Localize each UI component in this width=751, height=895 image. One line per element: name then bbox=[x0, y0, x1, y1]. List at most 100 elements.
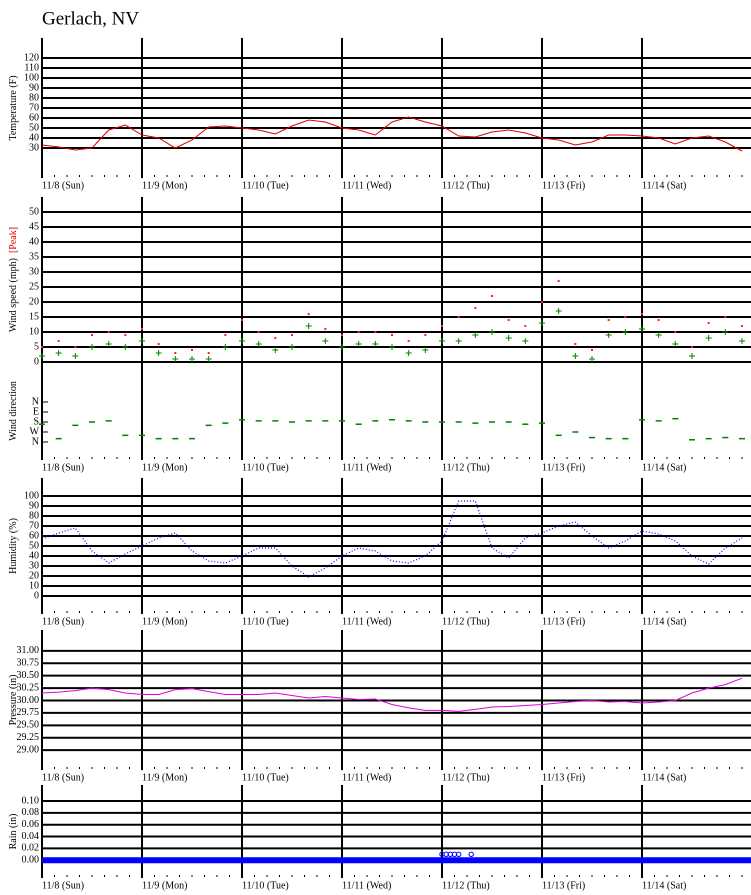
y-tick-label: 25 bbox=[29, 281, 39, 292]
direction-point bbox=[155, 437, 162, 440]
x-tick-label: 11/12 (Thu) bbox=[442, 616, 490, 627]
x-tick-label: 11/8 (Sun) bbox=[42, 180, 84, 191]
x-tick-label: 11/11 (Wed) bbox=[342, 462, 391, 473]
rain-point bbox=[468, 851, 474, 858]
peak-point bbox=[174, 352, 177, 354]
peak-point bbox=[724, 316, 727, 318]
x-tick-label: 11/8 (Sun) bbox=[42, 772, 84, 783]
direction-point bbox=[639, 419, 645, 421]
y-axis-label-text: Wind speed (mph) bbox=[8, 258, 19, 332]
y-tick-label: 15 bbox=[29, 311, 39, 322]
y-tick-label: 10 bbox=[29, 580, 39, 591]
wind-point bbox=[722, 329, 729, 335]
y-tick-label: 30.50 bbox=[17, 670, 40, 681]
direction-point bbox=[689, 439, 695, 441]
peak-point bbox=[674, 331, 677, 333]
y-tick-label: 0.04 bbox=[22, 831, 40, 842]
x-tick-label: 11/9 (Mon) bbox=[142, 772, 187, 783]
x-tick-label: 11/10 (Tue) bbox=[242, 180, 289, 191]
x-tick-label: 11/13 (Fri) bbox=[542, 772, 585, 783]
x-tick-label: 11/11 (Wed) bbox=[342, 880, 391, 891]
y-tick-label: 10 bbox=[29, 326, 39, 337]
peak-point bbox=[41, 346, 43, 348]
direction-point bbox=[289, 421, 295, 423]
series-line bbox=[41, 116, 743, 152]
x-tick-label: 11/9 (Mon) bbox=[142, 462, 187, 473]
direction-point bbox=[572, 431, 579, 433]
y-tick-label: 100 bbox=[24, 490, 39, 501]
wind-point bbox=[172, 356, 179, 362]
x-tick-label: 11/10 (Tue) bbox=[242, 616, 289, 627]
x-tick-label: 11/12 (Thu) bbox=[442, 772, 490, 783]
peak-point bbox=[124, 334, 127, 336]
peak-point bbox=[357, 331, 360, 333]
x-tick-label: 11/11 (Wed) bbox=[342, 180, 391, 191]
y-tick-label: 20 bbox=[29, 570, 39, 581]
peak-point bbox=[591, 349, 593, 351]
direction-point bbox=[739, 437, 745, 440]
peak-point bbox=[507, 319, 510, 321]
page-title: Gerlach, NV bbox=[42, 8, 139, 29]
x-tick-label: 11/10 (Tue) bbox=[242, 880, 289, 891]
y-axis-label-text: Rain (in) bbox=[8, 814, 19, 850]
wind-point bbox=[105, 341, 112, 347]
y-tick-label: 20 bbox=[29, 296, 39, 307]
direction-point bbox=[239, 419, 245, 421]
wind-point bbox=[39, 353, 45, 359]
x-tick-label: 11/8 (Sun) bbox=[42, 462, 84, 473]
y-tick-label: 0.02 bbox=[22, 843, 40, 854]
peak-point bbox=[191, 349, 193, 351]
wind-point bbox=[89, 344, 95, 350]
wind-point bbox=[555, 308, 562, 314]
y-tick-label: S bbox=[33, 416, 39, 427]
peak-point bbox=[324, 328, 327, 330]
direction-point bbox=[372, 420, 379, 422]
direction-point bbox=[722, 436, 729, 439]
peak-point bbox=[341, 334, 343, 336]
peak-point bbox=[224, 334, 227, 336]
y-tick-label: 80 bbox=[29, 510, 39, 521]
rain-point bbox=[455, 851, 462, 858]
wind-point bbox=[255, 341, 262, 347]
direction-point bbox=[272, 420, 279, 422]
peak-point bbox=[541, 301, 543, 303]
y-tick-label: 30 bbox=[29, 142, 39, 153]
wind-point bbox=[372, 341, 379, 347]
y-tick-label: 110 bbox=[24, 62, 39, 73]
y-tick-label: 60 bbox=[29, 530, 39, 541]
y-tick-label: 50 bbox=[29, 540, 39, 551]
peak-point bbox=[624, 316, 627, 318]
wind-point bbox=[705, 335, 712, 341]
y-axis-label: Wind direction bbox=[8, 381, 19, 441]
peak-point bbox=[274, 337, 277, 339]
y-axis-label-text: Wind direction bbox=[8, 381, 19, 441]
y-tick-label: 40 bbox=[29, 132, 39, 143]
y-axis-label-note: [Peak] bbox=[8, 227, 19, 253]
wind-point bbox=[489, 329, 495, 335]
wind-point bbox=[639, 326, 645, 332]
x-tick-label: 11/11 (Wed) bbox=[342, 616, 391, 627]
direction-point bbox=[39, 423, 45, 425]
x-tick-label: 11/10 (Tue) bbox=[242, 772, 289, 783]
y-tick-label: 31.00 bbox=[17, 645, 40, 656]
direction-point bbox=[255, 420, 262, 422]
y-tick-label: 40 bbox=[29, 236, 39, 247]
x-tick-label: 11/8 (Sun) bbox=[42, 616, 84, 627]
y-axis-label-text: Humidity (%) bbox=[8, 518, 19, 574]
wind-point bbox=[189, 356, 195, 362]
direction-point bbox=[422, 421, 429, 423]
y-axis-label: Pressure (in) bbox=[8, 675, 19, 726]
y-tick-label: 40 bbox=[29, 550, 39, 561]
wind-point bbox=[455, 338, 462, 344]
x-tick-label: 11/13 (Fri) bbox=[542, 880, 585, 891]
wind-point bbox=[605, 332, 612, 338]
direction-point bbox=[105, 420, 112, 422]
wind-point bbox=[72, 353, 79, 359]
y-tick-label: 50 bbox=[29, 122, 39, 133]
x-tick-label: 11/14 (Sat) bbox=[642, 772, 686, 783]
wind-point bbox=[205, 356, 212, 362]
x-tick-label: 11/11 (Wed) bbox=[342, 772, 391, 783]
y-tick-label: 0.00 bbox=[22, 855, 40, 866]
peak-point bbox=[74, 346, 77, 348]
wind-point bbox=[522, 338, 529, 344]
